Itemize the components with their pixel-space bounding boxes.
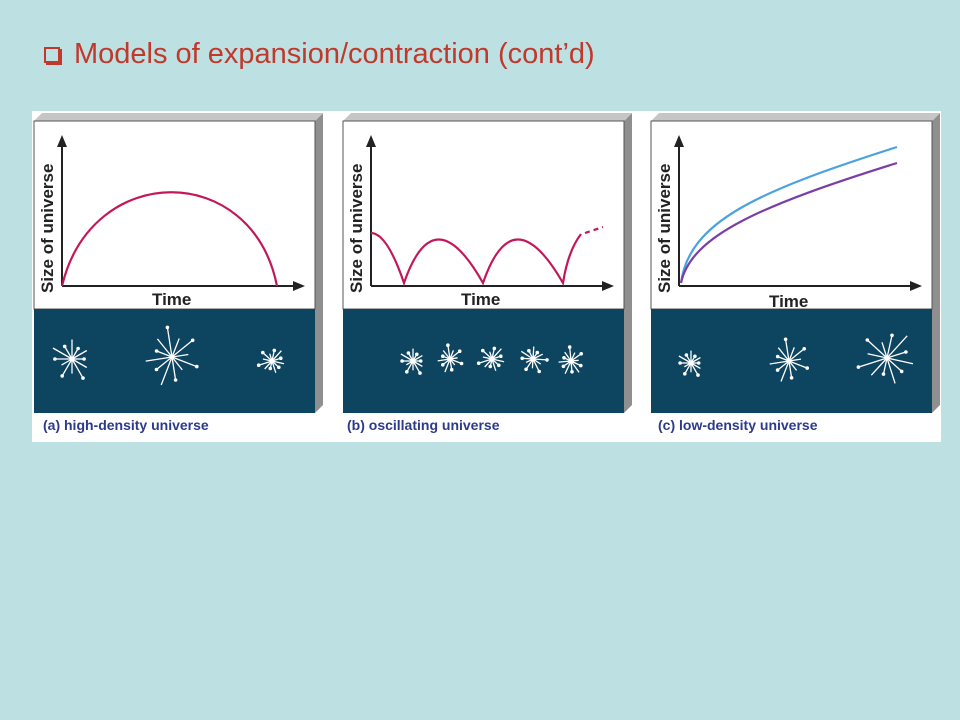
panel-high-density: Time Size of universe bbox=[32, 111, 330, 413]
starfield-strip bbox=[343, 309, 624, 413]
panel-oscillating: Time Size of universe bbox=[341, 111, 639, 413]
panel-low-density: Time Size of universe bbox=[649, 111, 947, 413]
galaxy-burst bbox=[145, 325, 199, 386]
x-axis-label: Time bbox=[769, 292, 808, 311]
galaxy-burst bbox=[256, 348, 285, 373]
size-curve bbox=[60, 191, 279, 287]
galaxy-burst bbox=[476, 346, 505, 371]
galaxy-bursts bbox=[400, 343, 583, 375]
graph-axes bbox=[366, 135, 614, 291]
galaxy-burst bbox=[856, 333, 914, 384]
caption-low-density: (c) low-density universe bbox=[658, 417, 818, 433]
y-axis-label: Size of universe bbox=[655, 164, 674, 293]
y-axis-label: Size of universe bbox=[38, 164, 57, 293]
size-curve-blue bbox=[679, 145, 898, 284]
slide-title-text: Models of expansion/contraction (cont’d) bbox=[74, 38, 595, 70]
galaxy-burst bbox=[437, 343, 464, 373]
caption-oscillating: (b) oscillating universe bbox=[347, 417, 500, 433]
checkbox-bullet-icon bbox=[44, 46, 60, 63]
graph-axes bbox=[57, 135, 305, 291]
galaxy-burst bbox=[52, 339, 88, 380]
size-curve bbox=[370, 231, 582, 287]
size-curve-continuation bbox=[584, 225, 604, 235]
galaxy-bursts bbox=[678, 333, 914, 384]
x-axis-label: Time bbox=[461, 290, 500, 309]
galaxy-burst bbox=[558, 345, 583, 374]
x-axis-label: Time bbox=[152, 290, 191, 309]
caption-high-density: (a) high-density universe bbox=[43, 417, 209, 433]
y-axis-label: Size of universe bbox=[347, 164, 366, 293]
galaxy-bursts bbox=[52, 325, 285, 386]
graph-axes bbox=[674, 135, 922, 291]
expansion-models-figure: Time Size of universe Time Size of unive… bbox=[32, 111, 941, 442]
galaxy-burst bbox=[678, 350, 701, 377]
slide-title: Models of expansion/contraction (cont’d) bbox=[44, 38, 595, 71]
size-curve-purple bbox=[679, 161, 898, 284]
galaxy-burst bbox=[400, 348, 423, 375]
galaxy-burst bbox=[769, 337, 809, 382]
galaxy-burst bbox=[520, 346, 549, 374]
